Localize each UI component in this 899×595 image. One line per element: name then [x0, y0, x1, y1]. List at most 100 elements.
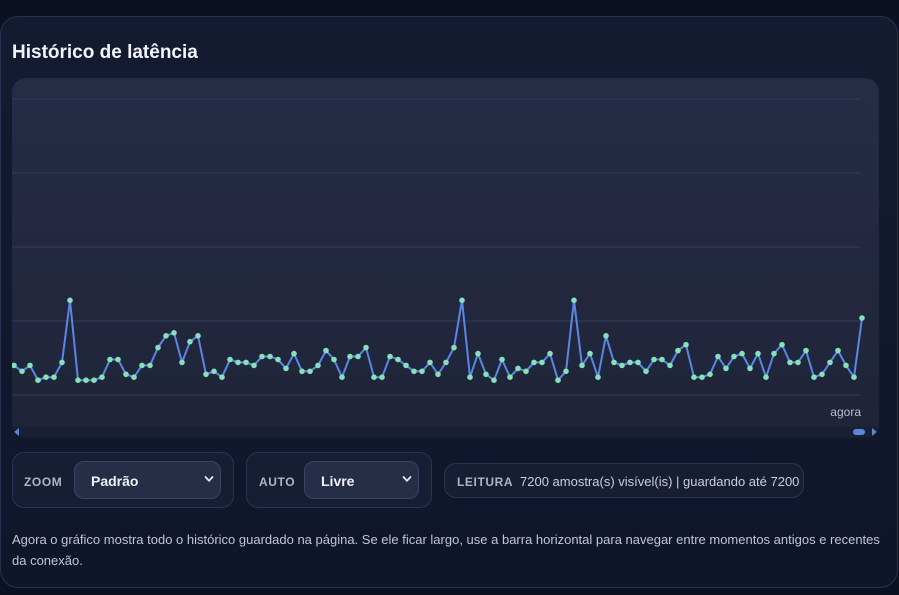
data-point [419, 368, 425, 375]
reading-status: LEITURA 7200 amostra(s) visível(is) | gu… [444, 463, 804, 498]
data-point [835, 347, 841, 354]
data-point [67, 297, 73, 304]
auto-select[interactable]: Livre [304, 461, 419, 499]
data-point [515, 365, 521, 372]
chevron-down-icon [402, 476, 412, 482]
data-point [699, 374, 705, 381]
zoom-select[interactable]: Padrão [74, 461, 221, 499]
data-point [243, 359, 249, 366]
data-point [531, 359, 537, 366]
data-point [403, 362, 409, 369]
data-point [547, 350, 553, 357]
data-point [195, 333, 201, 339]
data-point [355, 353, 361, 360]
x-label-now: agora [830, 405, 861, 419]
data-point [579, 362, 585, 369]
data-point [51, 374, 57, 381]
data-point [411, 368, 417, 375]
data-point [259, 353, 265, 360]
data-point [187, 338, 193, 345]
data-point [707, 371, 713, 378]
data-point [467, 374, 473, 381]
data-point [179, 359, 185, 366]
data-point [83, 377, 89, 384]
zoom-select-value: Padrão [91, 473, 139, 489]
data-point [387, 353, 393, 360]
help-note: Agora o gráfico mostra todo o histórico … [12, 532, 880, 568]
data-point [283, 365, 289, 372]
data-point [227, 356, 233, 363]
chevron-down-icon [204, 476, 214, 482]
zoom-control: ZOOM Padrão [12, 452, 234, 508]
data-point [427, 359, 433, 366]
data-point [443, 359, 449, 366]
data-point [747, 365, 753, 372]
horizontal-scrollbar[interactable] [12, 427, 879, 438]
data-point [27, 362, 33, 369]
data-point [659, 356, 665, 363]
data-point [755, 350, 761, 357]
data-point [115, 356, 121, 363]
data-point [267, 353, 273, 360]
data-point [763, 374, 769, 381]
data-point [595, 374, 601, 381]
data-point [723, 365, 729, 372]
data-point [163, 333, 169, 339]
data-point [12, 362, 17, 369]
data-point [203, 371, 209, 378]
data-point [571, 297, 577, 304]
auto-label: AUTO [259, 475, 296, 489]
data-point [851, 374, 857, 381]
data-point [779, 341, 785, 348]
data-point [491, 377, 497, 384]
data-point [475, 350, 481, 357]
data-point [819, 371, 825, 378]
data-point [339, 374, 345, 381]
data-point [499, 356, 505, 363]
data-point [603, 333, 609, 339]
data-point [859, 315, 865, 321]
latency-series-line [13, 299, 863, 382]
data-point [107, 356, 113, 363]
auto-control: AUTO Livre [246, 452, 432, 508]
data-point [563, 368, 569, 375]
data-point [803, 347, 809, 354]
data-point [539, 359, 545, 366]
data-point [323, 347, 329, 354]
data-point [171, 330, 177, 336]
auto-select-value: Livre [321, 473, 355, 489]
data-point [371, 374, 377, 381]
data-point [715, 353, 721, 360]
data-point [139, 362, 145, 369]
data-point [99, 374, 105, 381]
data-point [843, 362, 849, 369]
data-point [19, 368, 25, 375]
data-point [211, 368, 217, 375]
data-point [331, 356, 337, 363]
data-point [75, 377, 81, 384]
data-point [507, 374, 513, 381]
data-point [811, 374, 817, 381]
data-point [771, 350, 777, 357]
data-point [363, 344, 369, 351]
latency-chart: agora [12, 78, 879, 438]
arrow-left-icon[interactable] [14, 428, 19, 436]
data-point [435, 371, 441, 378]
data-point [675, 347, 681, 354]
latency-chart-svg [12, 98, 865, 396]
data-point [315, 362, 321, 369]
data-point [459, 297, 465, 304]
latency-points [12, 297, 865, 384]
data-point [683, 341, 689, 348]
arrow-right-icon[interactable] [872, 428, 877, 436]
data-point [307, 368, 313, 375]
data-point [643, 368, 649, 375]
data-point [147, 362, 153, 369]
data-point [235, 359, 241, 366]
data-point [523, 368, 529, 375]
data-point [275, 356, 281, 363]
scrollbar-thumb[interactable] [853, 429, 865, 435]
data-point [627, 359, 633, 366]
data-point [787, 359, 793, 366]
data-point [739, 350, 745, 357]
